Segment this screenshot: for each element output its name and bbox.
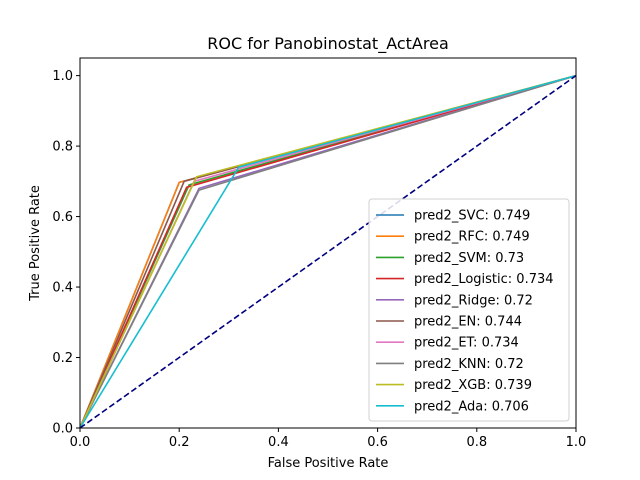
- y-tick-label: 0.8: [52, 140, 73, 155]
- roc-curve-series-10: [79, 74, 577, 429]
- legend-entry-label: pred2_Logistic: 0.734: [414, 272, 554, 287]
- y-tick-label: 0.0: [52, 422, 73, 437]
- x-tick-label: 0.6: [367, 435, 388, 450]
- legend-entry-label: pred2_ET: 0.734: [414, 336, 519, 351]
- roc-curve-series-8: [79, 74, 577, 429]
- legend-box: [368, 198, 570, 422]
- legend: pred2_SVC: 0.749 pred2_RFC: 0.749 pred2_SV…: [368, 198, 570, 422]
- x-axis-label: False Positive Rate: [268, 456, 389, 471]
- legend-entry-label: pred2_Ridge: 0.72: [414, 293, 533, 308]
- roc-curve-series-4: [79, 74, 577, 429]
- y-axis-label: True Positive Rate: [28, 185, 43, 302]
- y-tick-label: 0.2: [52, 351, 73, 366]
- legend-entry-label: pred2_KNN: 0.72: [414, 357, 524, 372]
- legend-entry-label: pred2_XGB: 0.739: [414, 378, 532, 393]
- y-tick-label: 0.4: [52, 281, 73, 296]
- legend-entry-label: pred2_EN: 0.744: [414, 315, 522, 330]
- x-tick-label: 0.0: [70, 435, 91, 450]
- y-tick-label: 1.0: [52, 69, 73, 84]
- legend-entry-label: pred2_Ada: 0.706: [414, 399, 529, 414]
- axes-frame: [79, 57, 577, 429]
- x-tick-label: 1.0: [566, 435, 587, 450]
- y-tick-label: 0.6: [52, 210, 73, 225]
- x-tick-label: 0.4: [268, 435, 289, 450]
- x-tick-label: 0.8: [466, 435, 487, 450]
- legend-entry-label: pred2_SVM: 0.73: [414, 251, 524, 266]
- plot-area: [79, 74, 577, 429]
- x-tick-label: 0.2: [169, 435, 190, 450]
- chance-diagonal-line: [79, 74, 577, 429]
- legend-entry-label: pred2_RFC: 0.749: [414, 230, 530, 245]
- legend-entry-label: pred2_SVC: 0.749: [414, 209, 530, 224]
- axis-ticks: 0.0 0.2 0.4 0.6 0.8 1.0 0.0 0.2 0.4 0.6 0.8 1.0: [52, 69, 586, 450]
- chart-title: ROC for Panobinostat_ActArea: [207, 34, 449, 54]
